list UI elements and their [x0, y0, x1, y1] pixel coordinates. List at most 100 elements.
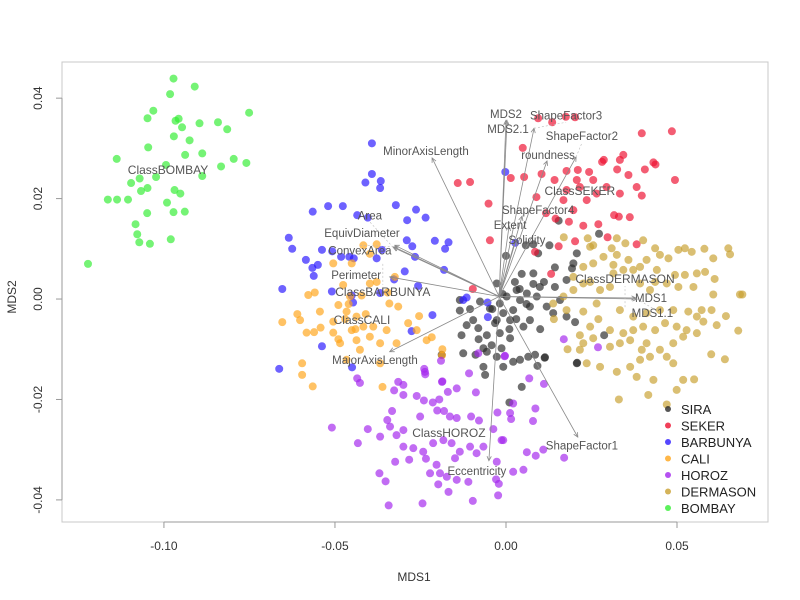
point-dermason	[629, 312, 638, 321]
point-bombay	[198, 149, 207, 158]
point-sira	[455, 306, 464, 315]
point-barbunya	[367, 169, 376, 178]
point-dermason	[559, 233, 568, 242]
point-horoz	[493, 408, 502, 417]
y-tick-label: 0.02	[31, 187, 45, 211]
point-dermason	[721, 312, 730, 321]
point-barbunya	[412, 205, 421, 214]
point-cali	[372, 240, 381, 249]
data-points	[83, 74, 747, 510]
point-horoz	[436, 356, 445, 365]
point-seker	[585, 167, 594, 176]
point-dermason	[687, 247, 696, 256]
series-bombay	[83, 74, 254, 268]
legend-marker	[665, 505, 671, 511]
point-horoz	[416, 412, 425, 421]
arrow-label: Perimeter	[331, 270, 381, 282]
point-dermason	[720, 355, 729, 364]
point-barbunya	[337, 252, 346, 261]
arrow-head	[530, 127, 536, 134]
point-dermason	[583, 234, 592, 243]
point-bombay	[163, 198, 172, 207]
point-cali	[310, 288, 319, 297]
point-horoz	[426, 469, 435, 478]
point-seker	[582, 196, 591, 205]
point-barbunya	[278, 284, 287, 293]
point-barbunya	[317, 342, 326, 351]
point-horoz	[386, 422, 395, 431]
point-cali	[365, 279, 374, 288]
point-horoz	[466, 442, 475, 451]
point-seker	[649, 158, 658, 167]
point-barbunya	[353, 211, 362, 220]
point-horoz	[442, 472, 451, 481]
point-seker	[592, 189, 601, 198]
point-dermason	[724, 244, 733, 253]
point-horoz	[506, 409, 515, 418]
point-cali	[296, 316, 305, 325]
y-tick-label: -0.02	[31, 385, 45, 413]
point-dermason	[709, 254, 718, 263]
point-horoz	[438, 377, 447, 386]
point-barbunya	[462, 293, 471, 302]
point-dermason	[559, 292, 568, 301]
loading-arrow	[431, 157, 500, 297]
point-dermason	[692, 312, 701, 321]
point-sira	[529, 279, 538, 288]
loading-arrow	[498, 128, 535, 297]
legend-marker	[665, 455, 671, 462]
point-bombay	[135, 174, 144, 183]
axes: -0.10 -0.05 0.00 0.05 -0.04 -0.02 0.00 0.02 0.04	[31, 86, 689, 553]
point-horoz	[525, 374, 534, 383]
point-dermason	[652, 265, 661, 274]
point-sira	[509, 357, 518, 366]
point-dermason	[655, 306, 664, 315]
point-dermason	[699, 317, 708, 326]
point-cali	[383, 288, 392, 297]
arrow-head	[388, 275, 395, 281]
point-sira	[529, 240, 538, 249]
point-barbunya	[348, 363, 357, 372]
arrow-head	[631, 295, 637, 301]
arrow-label: MDS1	[635, 293, 667, 305]
point-cali	[359, 322, 368, 331]
point-seker	[537, 169, 546, 178]
point-barbunya	[328, 247, 337, 256]
arrow-label: MinorAxisLength	[383, 146, 469, 158]
point-dermason	[642, 255, 651, 264]
point-dermason	[636, 279, 645, 288]
point-horoz	[439, 436, 448, 445]
point-dermason	[649, 375, 658, 384]
point-cali	[329, 317, 338, 326]
point-barbunya	[338, 202, 347, 211]
point-horoz	[399, 442, 408, 451]
point-dermason	[596, 362, 605, 371]
point-bombay	[190, 82, 199, 91]
loading-arrow	[499, 296, 638, 300]
point-cali	[344, 300, 353, 309]
point-sira	[536, 325, 545, 334]
point-seker	[532, 193, 541, 202]
point-sira	[492, 279, 501, 288]
point-cali	[351, 325, 360, 334]
point-horoz	[428, 398, 437, 407]
point-bombay	[213, 118, 222, 127]
point-seker	[571, 237, 580, 246]
point-sira	[499, 362, 508, 371]
point-seker	[667, 127, 676, 136]
point-dermason	[670, 270, 679, 279]
point-horoz	[560, 453, 569, 462]
point-seker	[615, 189, 624, 198]
class-label: ClassCALI	[334, 313, 391, 327]
point-horoz	[539, 379, 548, 388]
point-bombay	[229, 154, 238, 163]
point-seker	[602, 183, 611, 192]
point-cali	[278, 318, 287, 327]
series-dermason	[549, 233, 747, 409]
point-horoz	[593, 343, 602, 352]
point-barbunya	[400, 267, 409, 276]
point-bombay	[103, 195, 112, 204]
point-sira	[506, 316, 515, 325]
point-dermason	[605, 342, 614, 351]
